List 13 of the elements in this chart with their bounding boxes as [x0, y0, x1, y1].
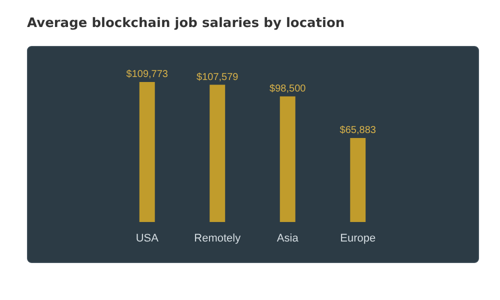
bar: [280, 96, 296, 222]
data-label: $109,773: [126, 69, 168, 80]
x-tick-label: Asia: [276, 232, 300, 244]
bar: [350, 138, 366, 222]
x-tick-label: Remotely: [194, 232, 242, 244]
x-tick-label: Europe: [340, 232, 376, 244]
bar: [139, 82, 155, 222]
data-label: $98,500: [270, 83, 306, 94]
bar: [210, 84, 226, 222]
chart-title: Average blockchain job salaries by location: [27, 16, 345, 31]
data-label: $107,579: [196, 72, 239, 83]
data-label: $65,883: [340, 124, 376, 136]
x-tick-label: USA: [136, 232, 160, 244]
